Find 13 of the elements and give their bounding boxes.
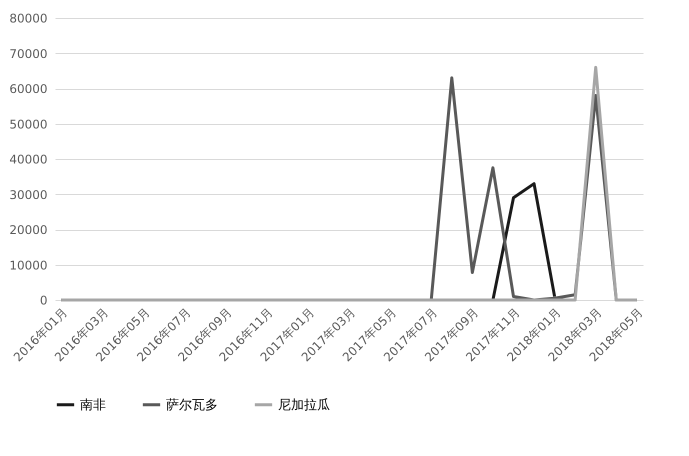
y-tick-label: 20000 [9, 223, 48, 237]
legend-label: 尼加拉瓜 [278, 398, 330, 413]
y-tick-label: 70000 [9, 46, 48, 61]
y-tick-label: 50000 [9, 117, 48, 132]
y-tick-label: 60000 [9, 82, 48, 96]
y-tick-label: 40000 [9, 152, 48, 166]
line-series [491, 182, 556, 302]
y-tick-label: 80000 [9, 12, 48, 26]
legend-label: 萨尔瓦多 [166, 398, 218, 413]
legend-label: 南非 [80, 398, 106, 413]
y-tick-label: 10000 [9, 258, 48, 272]
y-tick-label: 30000 [9, 188, 48, 202]
y-tick-label: 0 [40, 294, 48, 308]
